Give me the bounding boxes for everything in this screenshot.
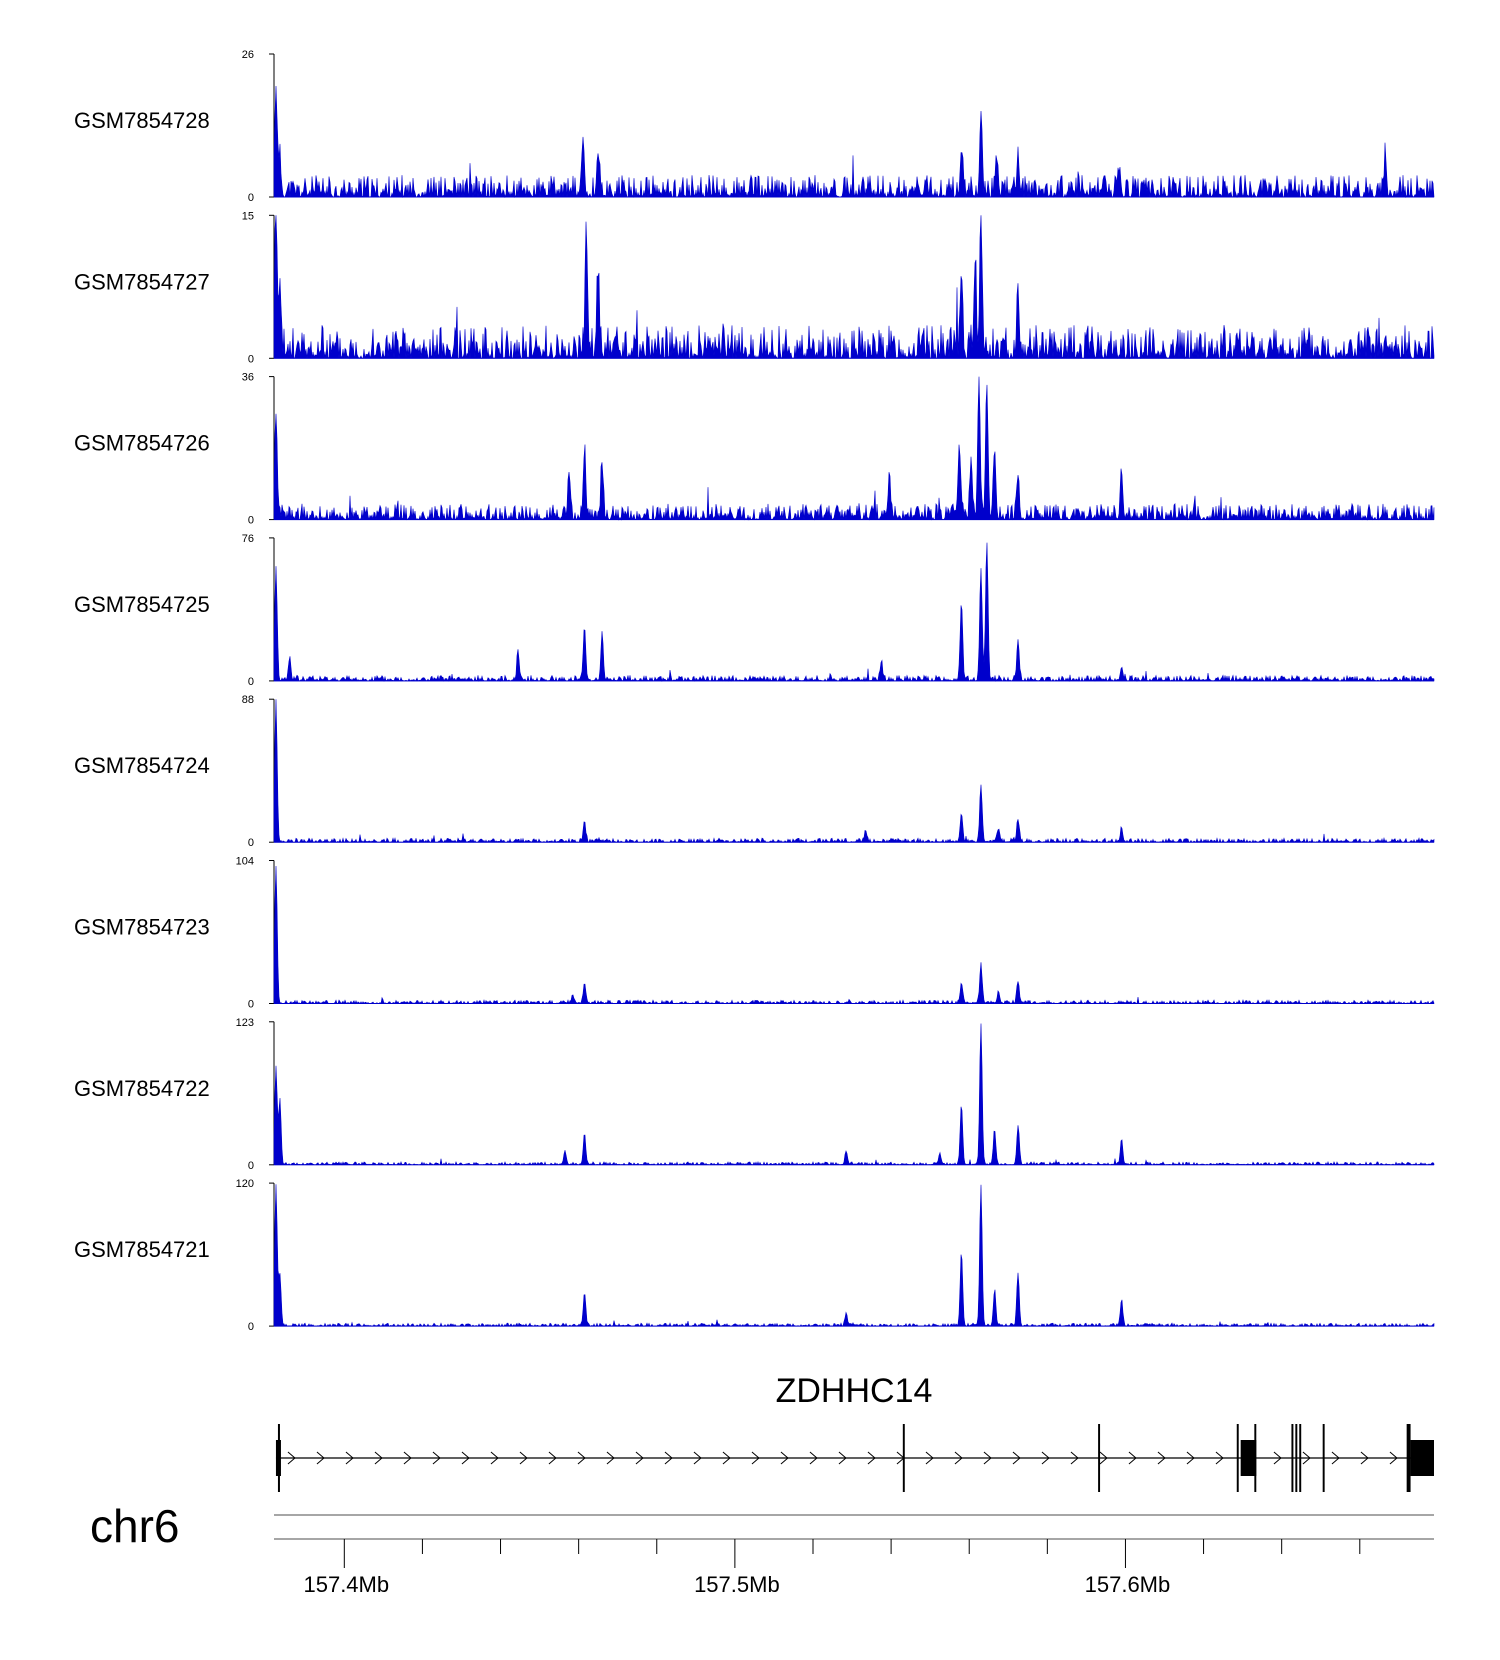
strand-arrow: [1157, 1451, 1166, 1465]
y-max-label: 120: [236, 1178, 254, 1190]
track-GSM7854728: GSM7854728 26 0: [74, 49, 1435, 204]
coverage-signal: [273, 542, 1435, 683]
strand-arrow: [867, 1451, 876, 1465]
track-label: GSM7854728: [74, 108, 210, 133]
exon: [902, 1424, 905, 1492]
strand-arrow: [432, 1451, 441, 1465]
strand-arrow: [722, 1451, 731, 1465]
gene-track: ZDHHC14: [275, 1372, 1434, 1492]
y-min-label: 0: [248, 999, 254, 1011]
strand-arrow: [606, 1451, 615, 1465]
exon: [1254, 1424, 1257, 1492]
exon: [1236, 1424, 1239, 1492]
strand-arrow: [1041, 1451, 1050, 1465]
strand-arrow: [809, 1451, 818, 1465]
strand-arrow: [287, 1451, 296, 1465]
y-max-label: 26: [242, 49, 254, 61]
strand-arrow: [1389, 1451, 1398, 1465]
track-GSM7854725: GSM7854725 76 0: [74, 533, 1435, 688]
genome-axis: chr6 157.4Mb 157.5Mb 157.6Mb: [90, 1500, 1434, 1597]
exon: [1098, 1424, 1101, 1492]
track-GSM7854722: GSM7854722 123 0: [74, 1017, 1435, 1172]
strand-arrow: [1099, 1451, 1108, 1465]
y-max-label: 76: [242, 533, 254, 545]
gene-name-label: ZDHHC14: [776, 1372, 933, 1410]
strand-arrow: [403, 1451, 412, 1465]
track-GSM7854724: GSM7854724 88 0: [74, 694, 1435, 849]
y-min-label: 0: [248, 1160, 254, 1172]
track-GSM7854721: GSM7854721 120 0: [74, 1178, 1435, 1333]
y-max-label: 15: [242, 210, 254, 222]
strand-arrow: [751, 1451, 760, 1465]
strand-arrow: [954, 1451, 963, 1465]
track-label: GSM7854724: [74, 753, 210, 778]
strand-arrow: [780, 1451, 789, 1465]
x-tick-label: 157.4Mb: [303, 1572, 389, 1597]
y-min-label: 0: [248, 1321, 254, 1333]
y-min-label: 0: [248, 515, 254, 527]
exon: [277, 1424, 280, 1492]
strand-arrow: [519, 1451, 528, 1465]
exon: [1406, 1424, 1411, 1492]
x-tick-label: 157.5Mb: [694, 1572, 780, 1597]
track-GSM7854726: GSM7854726 36 0: [74, 372, 1435, 527]
y-max-label: 88: [242, 694, 254, 706]
strand-arrow: [925, 1451, 934, 1465]
track-label: GSM7854725: [74, 592, 210, 617]
exon: [1410, 1440, 1434, 1476]
exon: [1240, 1440, 1257, 1476]
strand-arrow: [1360, 1451, 1369, 1465]
strand-arrow: [1273, 1451, 1282, 1465]
coverage-signal: [273, 215, 1435, 360]
strand-arrow: [490, 1451, 499, 1465]
strand-arrow: [345, 1451, 354, 1465]
track-label: GSM7854721: [74, 1237, 210, 1262]
track-GSM7854723: GSM7854723 104 0: [74, 856, 1435, 1011]
y-max-label: 104: [236, 856, 254, 868]
coverage-signal: [273, 1023, 1435, 1166]
strand-arrow: [1012, 1451, 1021, 1465]
coverage-signal: [273, 85, 1435, 199]
track-label: GSM7854727: [74, 269, 210, 294]
signal-tracks: GSM7854728260GSM7854727150GSM7854726360G…: [74, 49, 1435, 1333]
exon: [1299, 1424, 1302, 1492]
y-min-label: 0: [248, 192, 254, 204]
coverage-signal: [273, 699, 1435, 844]
strand-arrow: [316, 1451, 325, 1465]
strand-arrow: [1302, 1451, 1311, 1465]
strand-arrow: [1186, 1451, 1195, 1465]
strand-arrow: [664, 1451, 673, 1465]
y-min-label: 0: [248, 676, 254, 688]
track-GSM7854727: GSM7854727 15 0: [74, 210, 1435, 365]
y-min-label: 0: [248, 353, 254, 365]
strand-arrow: [577, 1451, 586, 1465]
y-max-label: 36: [242, 372, 254, 384]
track-label: GSM7854726: [74, 431, 210, 456]
x-tick-label: 157.6Mb: [1085, 1572, 1171, 1597]
exon: [1295, 1424, 1298, 1492]
track-label: GSM7854722: [74, 1076, 210, 1101]
strand-arrow: [1128, 1451, 1137, 1465]
strand-arrow: [1070, 1451, 1079, 1465]
strand-arrow: [838, 1451, 847, 1465]
strand-arrow: [635, 1451, 644, 1465]
strand-arrow: [693, 1451, 702, 1465]
exon: [1322, 1424, 1325, 1492]
strand-arrow: [461, 1451, 470, 1465]
strand-arrow: [983, 1451, 992, 1465]
coverage-signal: [273, 376, 1435, 521]
strand-arrow: [374, 1451, 383, 1465]
coverage-signal: [273, 1184, 1435, 1327]
chromosome-label: chr6: [90, 1500, 179, 1552]
exon: [1291, 1424, 1294, 1492]
strand-arrow: [1215, 1451, 1224, 1465]
y-max-label: 123: [236, 1017, 254, 1029]
coverage-signal: [273, 865, 1435, 1005]
strand-arrow: [1331, 1451, 1340, 1465]
strand-arrow: [548, 1451, 557, 1465]
y-min-label: 0: [248, 837, 254, 849]
track-label: GSM7854723: [74, 915, 210, 940]
